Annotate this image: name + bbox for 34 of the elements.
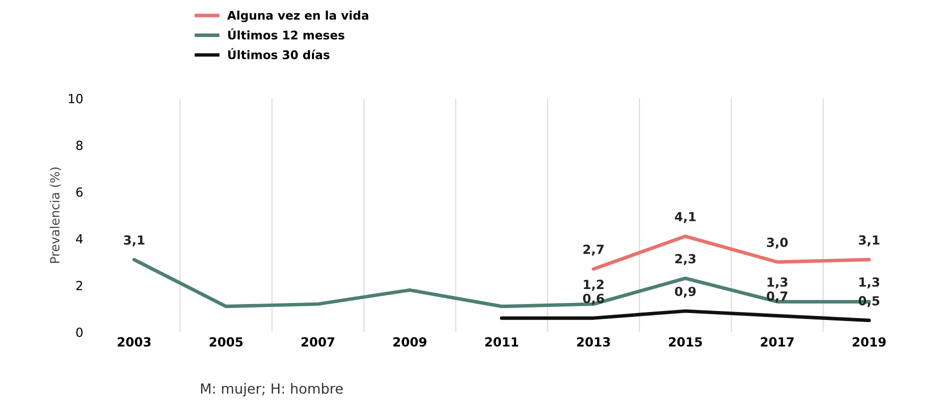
data-label: 1,3 xyxy=(768,277,788,288)
y-tick-label: 2 xyxy=(76,280,82,290)
data-label: 0,7 xyxy=(766,291,788,302)
legend-label: Alguna vez en la vida xyxy=(227,10,368,22)
data-label: 1,3 xyxy=(859,277,880,288)
text: M: mujer; H: hombre xyxy=(201,383,343,396)
y-tick-label: 6 xyxy=(76,187,83,197)
legend-label: Últimos 30 días xyxy=(228,48,330,60)
x-tick-label: 2009 xyxy=(393,337,426,347)
y-tick-label: 4 xyxy=(76,234,83,244)
line-series xyxy=(500,309,871,322)
y-axis-title: Prevalencia (%) xyxy=(50,168,61,263)
x-tick-label: 2005 xyxy=(210,337,243,347)
x-tick-label: 2013 xyxy=(577,337,610,347)
y-tick-label: 10 xyxy=(68,94,83,104)
data-label: 0,6 xyxy=(583,294,604,305)
x-tick-label: 2015 xyxy=(668,337,702,347)
data-label: 0,5 xyxy=(858,296,880,308)
y-tick-label: 0 xyxy=(76,328,83,338)
x-tick-label: 2003 xyxy=(118,337,151,347)
x-tick-label: 2017 xyxy=(760,337,794,347)
data-label: 0,9 xyxy=(674,286,696,298)
data-label: 3,1 xyxy=(124,235,144,246)
data-label: 3,0 xyxy=(767,238,788,249)
x-tick-label: 2011 xyxy=(485,337,518,347)
data-label: 1,2 xyxy=(584,280,604,291)
x-tick-label: 2019 xyxy=(852,337,886,347)
data-label: 3,1 xyxy=(858,235,880,246)
legend-label: Últimos 12 meses xyxy=(228,28,344,40)
data-label: 2,3 xyxy=(675,254,696,266)
x-tick-label: 2007 xyxy=(302,337,334,347)
data-label: 2,7 xyxy=(583,244,604,256)
y-tick-label: 8 xyxy=(76,140,83,150)
data-label: 4,1 xyxy=(674,212,696,223)
